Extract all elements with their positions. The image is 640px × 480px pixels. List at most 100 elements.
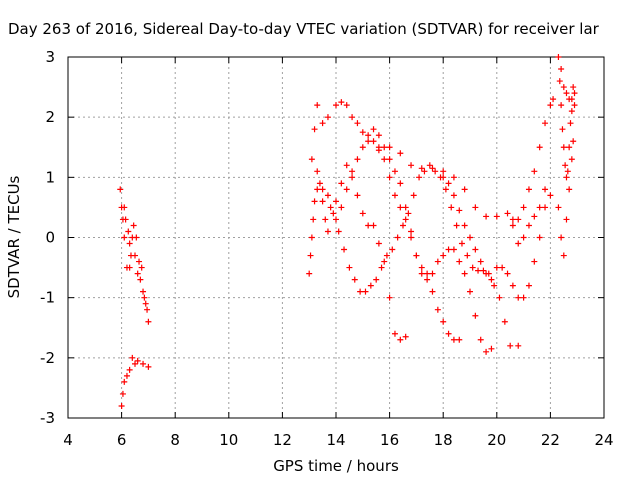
x-tick-label: 4: [63, 431, 73, 449]
data-point: [491, 282, 498, 289]
data-point: [536, 234, 543, 241]
data-point: [394, 234, 401, 241]
data-point: [563, 174, 570, 181]
data-point: [314, 168, 321, 175]
data-point: [568, 108, 575, 115]
data-point: [418, 264, 425, 271]
data-point: [483, 348, 490, 355]
data-point: [442, 186, 449, 193]
data-point: [520, 204, 527, 211]
data-point: [560, 252, 567, 259]
data-point: [483, 213, 490, 220]
data-point: [536, 144, 543, 151]
data-point: [322, 216, 329, 223]
data-point: [472, 312, 479, 319]
data-point: [531, 168, 538, 175]
x-tick-label: 20: [487, 431, 506, 449]
data-point: [520, 294, 527, 301]
data-point: [375, 132, 382, 139]
data-point: [564, 168, 571, 175]
data-point: [130, 222, 137, 229]
data-point: [509, 216, 516, 223]
data-point: [467, 234, 473, 241]
data-point: [145, 363, 152, 370]
data-point: [126, 366, 133, 373]
data-point: [140, 360, 147, 367]
data-point: [475, 267, 482, 274]
data-point: [141, 294, 148, 301]
data-point: [477, 258, 484, 265]
data-point: [140, 288, 147, 295]
data-point: [418, 165, 425, 172]
data-point: [558, 66, 565, 73]
data-point: [555, 54, 562, 60]
data-point: [359, 210, 366, 217]
data-point: [562, 162, 569, 169]
data-point: [413, 252, 420, 259]
data-point: [308, 234, 315, 241]
x-tick-label: 10: [219, 431, 238, 449]
x-tick-label: 12: [273, 431, 292, 449]
data-point: [421, 168, 428, 175]
data-point: [133, 234, 140, 241]
data-point: [386, 156, 393, 163]
data-point: [319, 186, 326, 193]
data-point: [408, 228, 415, 235]
data-point: [338, 180, 345, 187]
data-point: [119, 390, 126, 397]
data-point: [408, 234, 415, 241]
data-point: [480, 267, 487, 274]
data-point: [362, 288, 369, 295]
data-point: [311, 126, 318, 133]
data-point: [515, 342, 522, 349]
data-point: [391, 330, 398, 337]
data-point: [571, 90, 578, 97]
data-point: [311, 198, 318, 205]
data-point: [370, 138, 377, 145]
data-point: [464, 252, 471, 259]
data-point: [308, 156, 315, 163]
y-tick-label: -1: [40, 289, 55, 307]
data-point: [324, 114, 331, 121]
data-point: [402, 204, 409, 211]
data-point: [117, 186, 124, 193]
data-point: [343, 162, 350, 169]
data-point: [429, 288, 436, 295]
data-point: [563, 216, 570, 223]
data-point: [488, 276, 495, 283]
data-point: [121, 204, 128, 211]
data-point: [499, 264, 506, 271]
data-point: [416, 174, 423, 181]
data-point: [504, 210, 511, 217]
data-point: [566, 144, 573, 151]
data-point: [418, 270, 425, 277]
data-point: [400, 222, 406, 229]
grid-lines: [68, 57, 604, 418]
data-point: [461, 270, 468, 277]
data-point: [566, 186, 573, 193]
data-point: [375, 240, 382, 247]
data-point: [493, 213, 500, 220]
data-point: [354, 120, 361, 127]
data-point: [536, 204, 543, 211]
data-point: [306, 270, 313, 277]
data-point: [563, 90, 570, 97]
data-point: [531, 213, 538, 220]
x-tick-label: 6: [117, 431, 127, 449]
data-point: [434, 258, 441, 265]
data-point: [338, 204, 345, 211]
data-point: [556, 78, 563, 85]
data-point: [560, 144, 567, 151]
data-point: [560, 84, 567, 91]
data-point: [319, 198, 326, 205]
data-point: [386, 294, 393, 301]
data-point: [570, 138, 577, 145]
data-point: [496, 294, 503, 301]
y-tick-label: -3: [40, 409, 55, 427]
data-point: [341, 246, 348, 253]
data-point: [410, 192, 417, 199]
data-point: [531, 258, 538, 265]
data-point: [121, 234, 128, 241]
